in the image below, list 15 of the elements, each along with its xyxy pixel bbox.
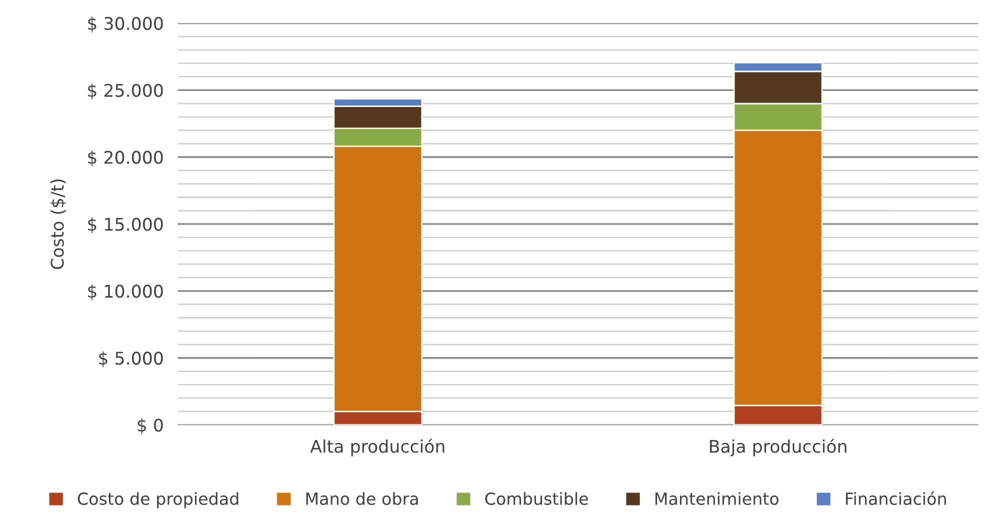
legend-label: Financiación [846, 491, 946, 505]
y-tick-label: $ 0 [138, 418, 163, 434]
y-tick-label: $ 25.000 [88, 84, 163, 100]
y-axis-title: Costo ($/t) [50, 180, 66, 270]
legend-label: Mantenimiento [655, 492, 778, 505]
legend-label: Combustible [485, 492, 588, 505]
legend-label: Costo de propiedad [78, 492, 238, 508]
y-tick-label: $ 20.000 [88, 150, 163, 166]
x-tick-label: Baja producción [710, 438, 846, 456]
x-tick-label: Alta producción [310, 438, 444, 456]
legend-label: Mano de obra [306, 492, 418, 505]
y-tick-label: $ 30.000 [88, 16, 163, 32]
y-tick-label: $ 5.000 [99, 351, 163, 368]
y-tick-label: $ 10.000 [88, 284, 163, 300]
y-tick-label: $ 15.000 [88, 217, 163, 234]
